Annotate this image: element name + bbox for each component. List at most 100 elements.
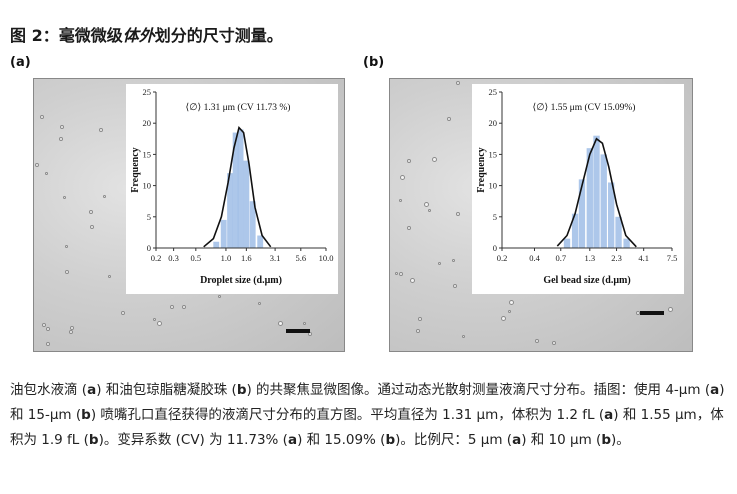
chart-a-ytick-label: 10 [143, 181, 152, 191]
droplet [428, 209, 431, 212]
droplet [453, 284, 457, 288]
droplet [668, 307, 673, 312]
chart-a-xtick-label: 1.6 [241, 253, 252, 263]
chart-b-xtick-label: 0.4 [529, 253, 540, 263]
droplet [89, 210, 93, 214]
droplet [407, 226, 411, 230]
chart-a-ytick-label: 15 [143, 149, 152, 159]
chart-b-ytick-label: 20 [489, 118, 498, 128]
droplet [395, 272, 398, 275]
droplet [552, 341, 556, 345]
scale-bar-b [640, 311, 664, 315]
figure-title: 图 2：毫微微级体外划分的尺寸测量。 [10, 26, 283, 45]
chart-b-xtick-label: 1.3 [584, 253, 595, 263]
droplet [509, 300, 514, 305]
chart-b-bar-7 [615, 216, 622, 248]
droplet [170, 305, 174, 309]
droplet [69, 330, 73, 334]
chart-a-xtick-label: 10.0 [319, 253, 334, 263]
chart-a-fit-curve [203, 125, 272, 248]
droplet [303, 322, 306, 325]
droplet [35, 163, 39, 167]
chart-b-ylabel: Frequency [476, 147, 487, 192]
droplet [258, 302, 261, 305]
droplet [40, 115, 44, 119]
droplet [90, 225, 94, 229]
droplet [60, 125, 64, 129]
chart-b-bar-5 [600, 154, 607, 248]
panel-a-label: (a) [10, 55, 31, 70]
chart-b-bar-0 [563, 238, 571, 248]
chart-b-bar-3 [586, 148, 593, 248]
chart-b-bar-6 [607, 182, 615, 248]
chart-a-ylabel: Frequency [130, 147, 141, 192]
droplet [153, 318, 156, 321]
chart-b-bar-8 [623, 238, 630, 248]
droplet [508, 310, 511, 313]
droplet [447, 117, 451, 121]
chart-b-mean-annotation: ⟨∅⟩ 1.55 μm (CV 15.09%) [533, 102, 636, 113]
chart-b-xtick-label: 7.5 [667, 253, 678, 263]
chart-a-xlabel: Droplet size (d.μm) [200, 275, 282, 286]
chart-b-ytick-label: 0 [493, 243, 497, 253]
droplet [501, 316, 506, 321]
droplet [45, 172, 48, 175]
droplet [308, 332, 312, 336]
chart-b-xtick-label: 2.3 [611, 253, 622, 263]
chart-b-ytick-label: 25 [489, 87, 498, 97]
droplet [278, 321, 283, 326]
chart-a-ytick-label: 0 [147, 243, 151, 253]
micrograph-b: 0 5 10 15 20 25 0.2 0.4 0.7 1.3 2.3 4.1 7.5 ⟨∅⟩ 1.55 … [389, 78, 693, 352]
droplet [418, 317, 422, 321]
histogram-inset-a: 0 5 10 15 20 25 0.2 0.3 0.5 1.0 1.6 3.1 5.6 10.0 ⟨∅⟩ 1… [126, 84, 338, 294]
droplet [99, 128, 103, 132]
chart-a-xtick-label: 0.2 [151, 253, 162, 263]
chart-b-bar-1 [571, 213, 579, 248]
chart-a-ytick-label: 5 [147, 212, 151, 222]
scale-bar-a [286, 329, 310, 333]
chart-a-xtick-label: 5.6 [295, 253, 306, 263]
droplet [46, 342, 50, 346]
chart-b-xtick-label: 0.7 [555, 253, 566, 263]
chart-a-bar-0 [213, 241, 220, 248]
chart-a-bar-5 [243, 160, 250, 248]
droplet [535, 339, 539, 343]
chart-b-ytick-label: 5 [493, 212, 497, 222]
histogram-chart-a: 0 5 10 15 20 25 0.2 0.3 0.5 1.0 1.6 3.1 5.6 10.0 ⟨∅⟩ 1… [130, 87, 334, 286]
chart-a-bar-1 [220, 219, 227, 248]
chart-a-bar-6 [249, 201, 256, 248]
chart-a-bar-7 [257, 235, 264, 248]
chart-a-xtick-label: 1.0 [221, 253, 232, 263]
droplet [218, 295, 221, 298]
droplet [416, 329, 420, 333]
chart-b-fit-curve [556, 137, 637, 248]
chart-b-ytick-label: 15 [489, 149, 498, 159]
droplet [438, 262, 441, 265]
chart-b-bar-2 [578, 179, 586, 248]
droplet [410, 278, 415, 283]
droplet [636, 311, 640, 315]
chart-a-bar-2 [227, 173, 234, 248]
figure-caption: 油包水液滴 (a) 和油包琼脂糖凝胶珠 (b) 的共聚焦显微图像。通过动态光散射… [10, 382, 725, 448]
chart-a-bar-3 [232, 132, 239, 248]
droplet [432, 157, 437, 162]
chart-a-bar-4 [237, 129, 244, 248]
panel-b-label: (b) [363, 55, 385, 70]
chart-a-mean-annotation: ⟨∅⟩ 1.31 μm (CV 11.73 %) [186, 102, 291, 113]
chart-b-ytick-label: 10 [489, 181, 498, 191]
droplet [108, 275, 111, 278]
droplet [407, 159, 411, 163]
droplet [157, 321, 162, 326]
chart-a-ytick-label: 25 [143, 87, 152, 97]
droplet [182, 305, 186, 309]
droplet [63, 196, 66, 199]
chart-a-ytick-label: 20 [143, 118, 152, 128]
droplet [456, 212, 460, 216]
droplet [424, 202, 429, 207]
droplet [400, 175, 405, 180]
chart-a-xtick-label: 0.5 [191, 253, 202, 263]
droplet [65, 270, 69, 274]
droplet [456, 81, 460, 85]
droplet [452, 259, 455, 262]
droplet [42, 323, 46, 327]
